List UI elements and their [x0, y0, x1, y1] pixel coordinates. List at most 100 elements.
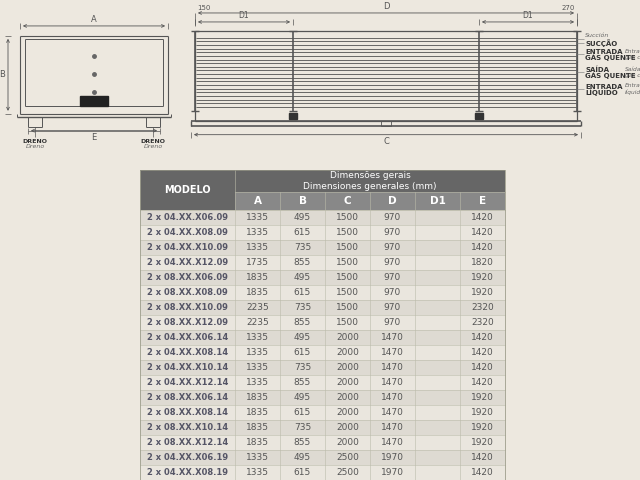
Bar [140, 345, 505, 360]
Text: 2 x 04.XX.X10.09: 2 x 04.XX.X10.09 [147, 243, 228, 252]
Text: 1500: 1500 [336, 258, 359, 267]
Text: ENTRADA: ENTRADA [585, 84, 623, 90]
Text: 970: 970 [384, 213, 401, 222]
Text: 1470: 1470 [381, 393, 404, 402]
Text: 495: 495 [294, 273, 311, 282]
Text: 1335: 1335 [246, 333, 269, 342]
Text: 1835: 1835 [246, 438, 269, 447]
Text: 1970: 1970 [381, 453, 404, 462]
Bar [140, 405, 505, 420]
Text: 2 x 04.XX.X06.14: 2 x 04.XX.X06.14 [147, 333, 228, 342]
Text: 495: 495 [294, 213, 311, 222]
Text: 150: 150 [197, 5, 211, 11]
Text: Entrada
gas caliente: Entrada gas caliente [625, 49, 640, 60]
Text: 615: 615 [294, 228, 311, 237]
Bar [140, 435, 235, 450]
Text: 2235: 2235 [246, 318, 269, 327]
Text: 2000: 2000 [336, 438, 359, 447]
Bar [140, 435, 505, 450]
Text: 2 x 04.XX.X08.19: 2 x 04.XX.X08.19 [147, 468, 228, 477]
Text: 1920: 1920 [471, 288, 494, 297]
Text: Dimensões gerais
Dimensiones generales (mm): Dimensões gerais Dimensiones generales (… [303, 170, 436, 191]
Text: C: C [344, 196, 351, 205]
Text: 1470: 1470 [381, 408, 404, 417]
Text: Entrada
líquido: Entrada líquido [625, 84, 640, 95]
Text: GÁS QUENTE: GÁS QUENTE [585, 71, 636, 79]
Bar [140, 300, 235, 315]
Text: 2 x 04.XX.X10.14: 2 x 04.XX.X10.14 [147, 363, 228, 372]
Text: D1: D1 [239, 11, 250, 20]
Bar [140, 390, 235, 405]
Text: 1420: 1420 [471, 363, 494, 372]
Text: 1470: 1470 [381, 438, 404, 447]
Bar [140, 450, 235, 465]
Text: 1420: 1420 [471, 468, 494, 477]
Text: 615: 615 [294, 468, 311, 477]
Text: SUCÇÃO: SUCÇÃO [585, 39, 617, 47]
Bar [140, 390, 505, 405]
Bar [140, 169, 235, 210]
Text: LÍQUIDO: LÍQUIDO [585, 88, 618, 96]
Text: 1470: 1470 [381, 363, 404, 372]
Text: B: B [298, 196, 307, 205]
Bar [140, 405, 235, 420]
Text: 1470: 1470 [381, 348, 404, 357]
Text: 1835: 1835 [246, 288, 269, 297]
Text: 2 x 04.XX.X12.09: 2 x 04.XX.X12.09 [147, 258, 228, 267]
Text: 735: 735 [294, 423, 311, 432]
Text: B: B [0, 70, 5, 79]
Text: 2 x 04.XX.X08.09: 2 x 04.XX.X08.09 [147, 228, 228, 237]
Text: 735: 735 [294, 363, 311, 372]
Text: 2320: 2320 [471, 318, 494, 327]
Bar [140, 360, 505, 375]
Text: DRENO: DRENO [22, 139, 47, 144]
Text: 1500: 1500 [336, 273, 359, 282]
Text: 2 x 08.XX.X08.09: 2 x 08.XX.X08.09 [147, 288, 228, 297]
Bar [140, 270, 505, 285]
Text: 735: 735 [294, 303, 311, 312]
Text: GÁS QUENTE: GÁS QUENTE [585, 53, 636, 60]
Text: 1920: 1920 [471, 393, 494, 402]
Text: 270: 270 [562, 5, 575, 11]
Text: 1420: 1420 [471, 333, 494, 342]
Text: 2000: 2000 [336, 408, 359, 417]
Bar [140, 225, 235, 240]
Text: 2000: 2000 [336, 348, 359, 357]
Text: 1500: 1500 [336, 228, 359, 237]
Text: 855: 855 [294, 258, 311, 267]
Text: 615: 615 [294, 288, 311, 297]
Text: 1470: 1470 [381, 378, 404, 387]
Text: E: E [92, 132, 97, 142]
Bar [140, 450, 505, 465]
Text: 495: 495 [294, 453, 311, 462]
Text: 495: 495 [294, 333, 311, 342]
Text: 1335: 1335 [246, 213, 269, 222]
Bar [80, 96, 108, 106]
Text: 2 x 04.XX.X06.19: 2 x 04.XX.X06.19 [147, 453, 228, 462]
Text: 1970: 1970 [381, 468, 404, 477]
Bar [140, 300, 505, 315]
Text: A: A [91, 15, 97, 24]
Bar [140, 420, 235, 435]
Bar [460, 192, 505, 210]
Text: 1820: 1820 [471, 258, 494, 267]
Text: A: A [253, 196, 262, 205]
Text: C: C [383, 137, 389, 145]
Text: 1335: 1335 [246, 348, 269, 357]
Text: E: E [479, 196, 486, 205]
Bar [140, 315, 505, 330]
Text: 1335: 1335 [246, 363, 269, 372]
Text: 1500: 1500 [336, 213, 359, 222]
Text: 2500: 2500 [336, 468, 359, 477]
Text: 970: 970 [384, 303, 401, 312]
Text: 1920: 1920 [471, 423, 494, 432]
Text: SAÍDA: SAÍDA [585, 67, 609, 73]
Text: 1835: 1835 [246, 273, 269, 282]
Text: 855: 855 [294, 378, 311, 387]
Text: 1420: 1420 [471, 378, 494, 387]
Bar [381, 120, 391, 126]
Text: 2000: 2000 [336, 363, 359, 372]
Text: Saída
gas caliente: Saída gas caliente [625, 67, 640, 78]
Text: 1500: 1500 [336, 318, 359, 327]
Bar [140, 270, 235, 285]
